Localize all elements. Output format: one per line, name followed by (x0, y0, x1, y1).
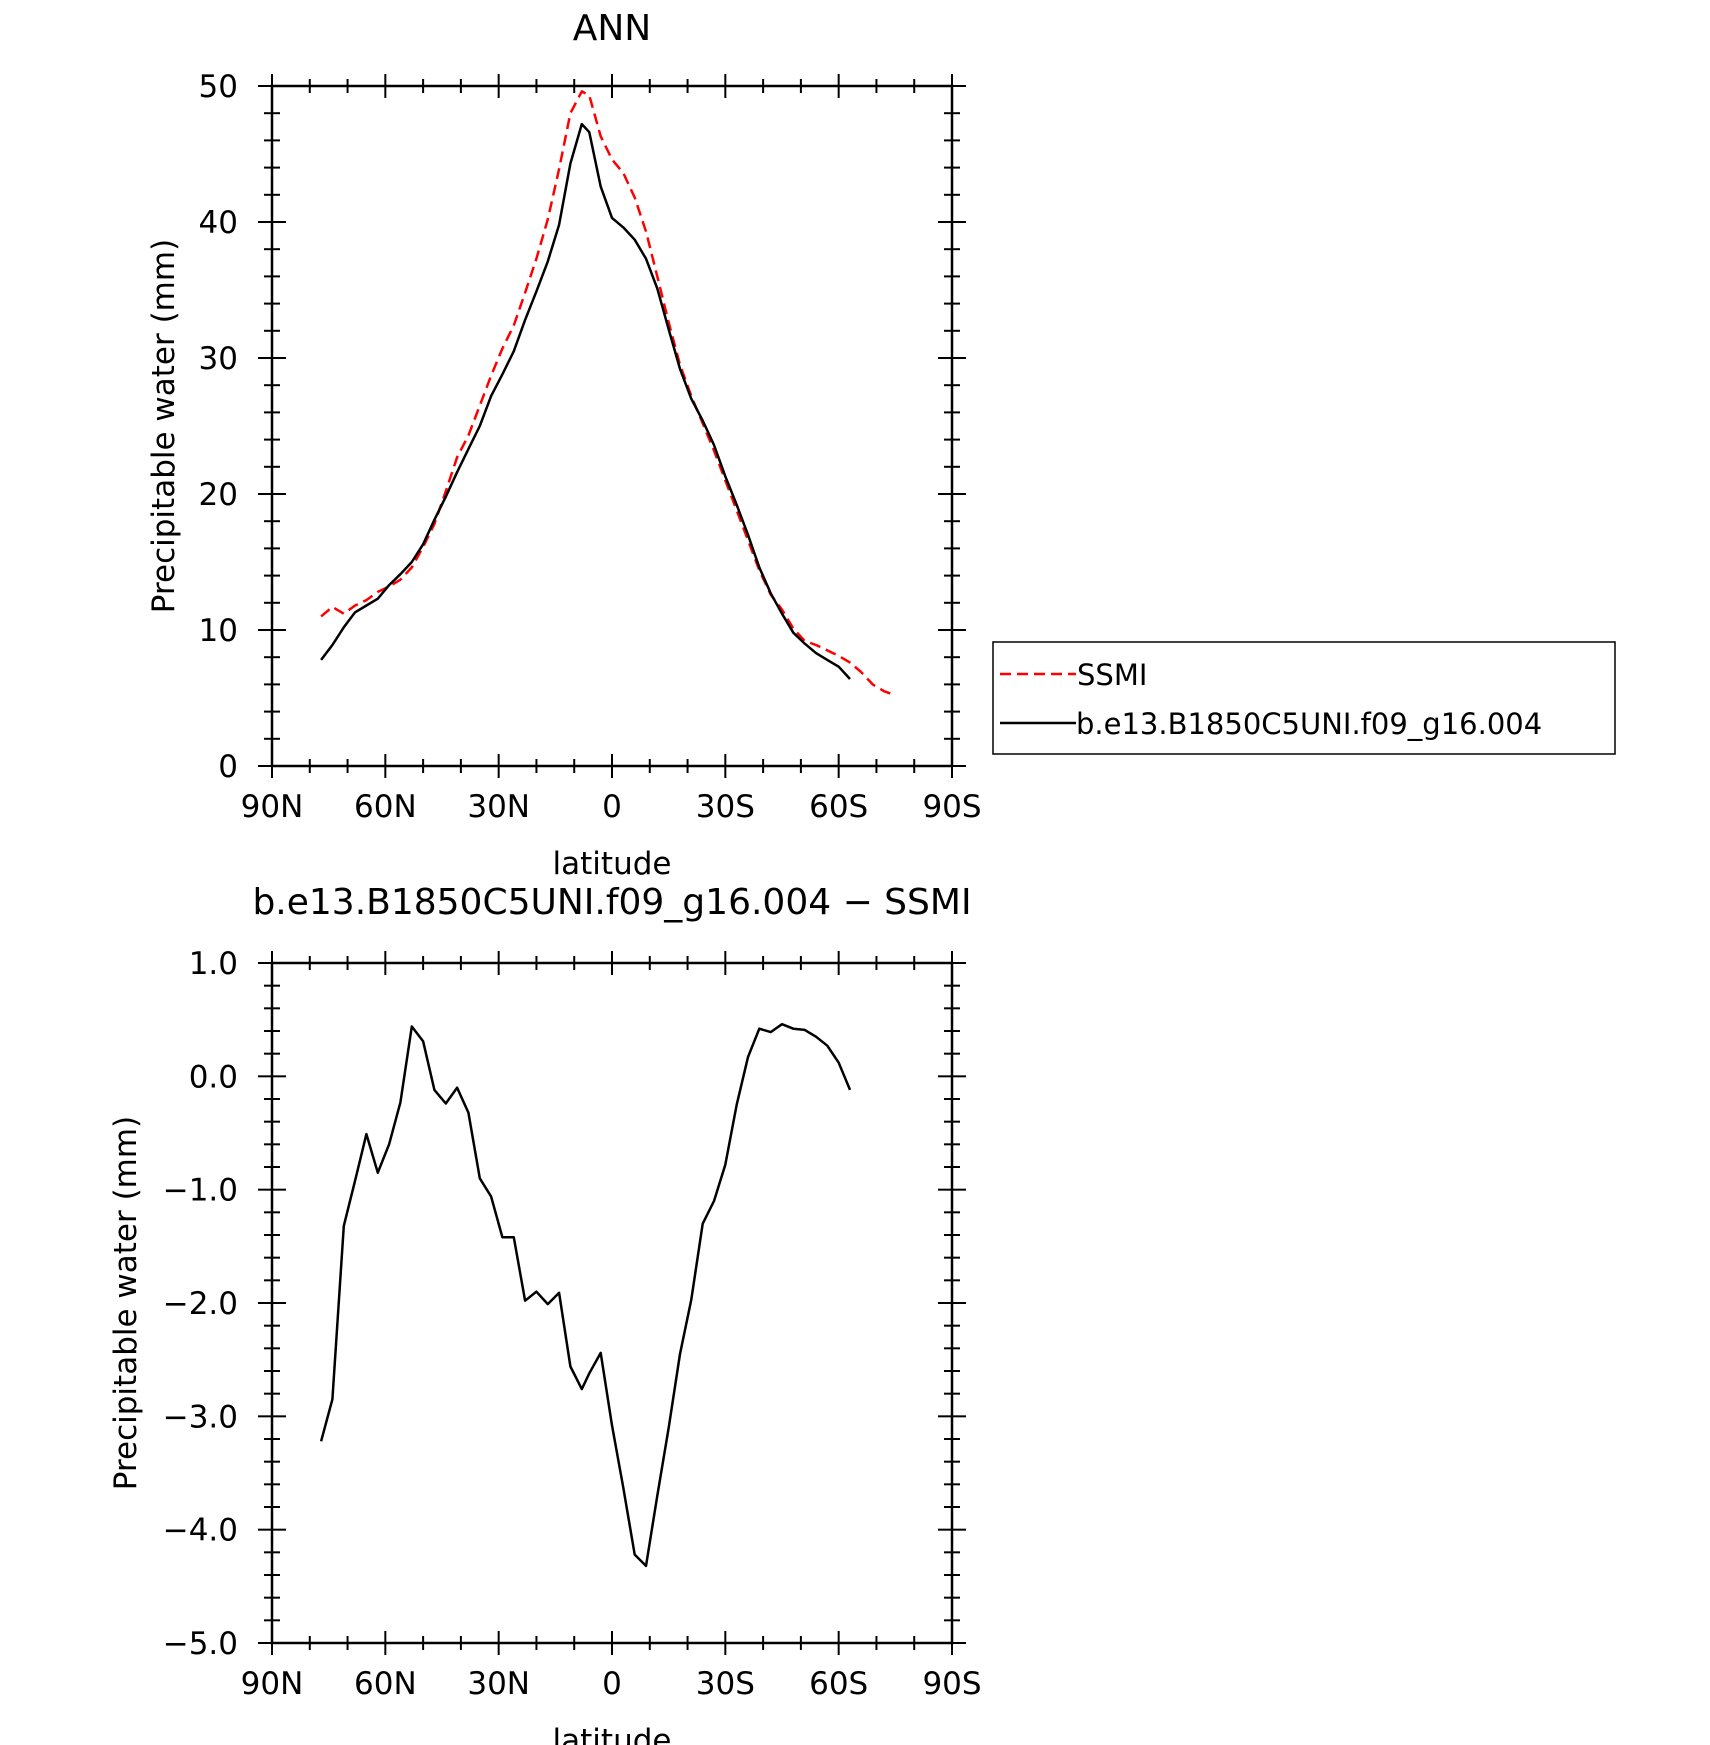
series-line-difference (319, 1022, 852, 1568)
series-line-ssmi (320, 90, 896, 697)
plot-frame (270, 84, 954, 768)
y-tick-labels: 0 10 20 30 40 50 (199, 69, 238, 785)
series-line-b-e13-b1850c5uni-f09-g16-004 (320, 122, 851, 680)
x-tick-label: 60N (354, 789, 417, 825)
x-tick-labels: 90N 60N 30N 0 30S 60S 90S (241, 789, 982, 825)
legend-label-ssmi: SSMI (1077, 658, 1147, 692)
x-tick-label: 0 (602, 789, 622, 825)
y-tick-label: −1.0 (163, 1173, 238, 1209)
x-axis-label: latitude (553, 1723, 672, 1745)
legend-label-model: b.e13.B1850C5UNI.f09_g16.004 (1076, 707, 1542, 741)
y-tick-label: 30 (199, 341, 238, 377)
axis-ticks (258, 74, 966, 778)
y-tick-label: 0 (218, 749, 238, 785)
y-tick-label: 50 (199, 69, 238, 105)
y-tick-label: −5.0 (163, 1626, 238, 1662)
x-tick-label: 60N (354, 1666, 417, 1702)
chart-panel-annual: ANN 0 10 20 30 40 50 90N 60N 30N 0 30S 60S 90S lati… (146, 8, 982, 882)
y-tick-label: 0.0 (189, 1059, 238, 1095)
y-tick-label: 40 (199, 205, 238, 241)
y-axis-label: Precipitable water (mm) (108, 1116, 144, 1490)
x-axis-label: latitude (553, 846, 672, 882)
x-tick-label: 90S (922, 1666, 981, 1702)
y-tick-label: −3.0 (163, 1399, 238, 1435)
y-tick-label: 20 (199, 477, 238, 513)
y-tick-label: −4.0 (163, 1513, 238, 1549)
x-tick-label: 30S (696, 789, 755, 825)
x-tick-labels: 90N 60N 30N 0 30S 60S 90S (241, 1666, 982, 1702)
x-tick-label: 0 (602, 1666, 622, 1702)
x-tick-label: 60S (809, 1666, 868, 1702)
x-tick-label: 90N (241, 789, 304, 825)
axis-ticks (258, 951, 966, 1655)
legend: SSMI b.e13.B1850C5UNI.f09_g16.004 (992, 641, 1616, 755)
y-tick-labels: 1.0 0.0 −1.0 −2.0 −3.0 −4.0 −5.0 (163, 946, 238, 1662)
x-tick-label: 30S (696, 1666, 755, 1702)
y-tick-label: 1.0 (189, 946, 238, 982)
series-group (320, 90, 896, 697)
chart-panel-difference: b.e13.B1850C5UNI.f09_g16.004 − SSMI 1.0 0… (108, 882, 982, 1745)
x-tick-label: 90S (922, 789, 981, 825)
chart-title: b.e13.B1850C5UNI.f09_g16.004 − SSMI (252, 882, 971, 923)
series-group (319, 1022, 852, 1568)
y-axis-label: Precipitable water (mm) (146, 239, 182, 613)
x-tick-label: 30N (467, 789, 530, 825)
legend-box (992, 641, 1616, 755)
chart-title: ANN (573, 8, 652, 49)
x-tick-label: 60S (809, 789, 868, 825)
plot-frame (270, 961, 954, 1645)
x-tick-label: 90N (241, 1666, 304, 1702)
y-tick-label: 10 (199, 613, 238, 649)
x-tick-label: 30N (467, 1666, 530, 1702)
y-tick-label: −2.0 (163, 1286, 238, 1322)
